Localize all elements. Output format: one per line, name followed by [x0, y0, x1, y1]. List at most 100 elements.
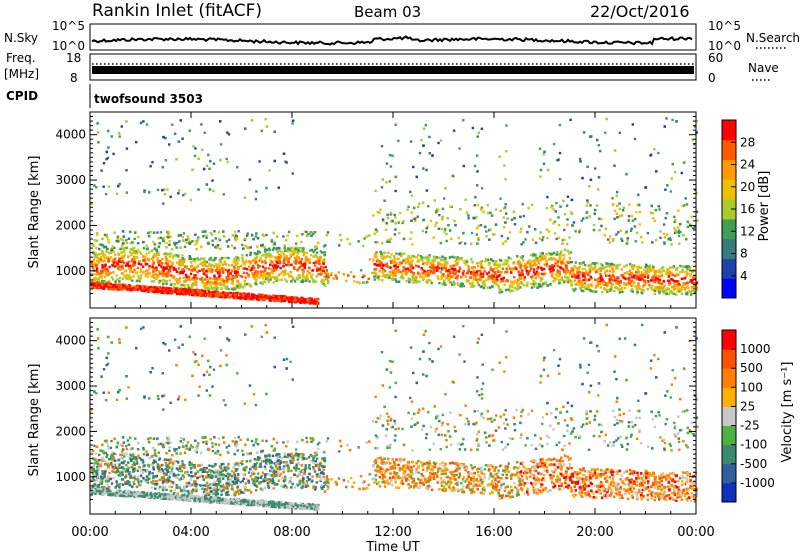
scatter-cell — [446, 217, 449, 220]
scatter-cell — [389, 165, 393, 168]
scatter-cell — [512, 282, 516, 285]
scatter-cell — [105, 233, 108, 236]
scatter-cell — [595, 284, 598, 287]
scatter-cell — [588, 185, 591, 188]
scatter-cell — [226, 245, 230, 248]
scatter-cell — [206, 265, 209, 268]
scatter-cell — [526, 260, 529, 263]
scatter-cell — [130, 276, 133, 279]
scatter-cell — [648, 266, 651, 269]
scatter-cell — [282, 255, 285, 258]
scatter-cell — [535, 258, 538, 261]
scatter-cell — [144, 263, 147, 266]
scatter-cell — [594, 278, 597, 281]
scatter-cell — [318, 262, 321, 265]
scatter-cell — [620, 288, 623, 291]
scatter-cell — [390, 273, 393, 277]
scatter-cell — [206, 278, 209, 281]
scatter-cell — [179, 119, 182, 122]
scatter-cell — [107, 129, 110, 133]
scatter-cell — [563, 238, 566, 241]
scatter-cell — [644, 186, 648, 189]
scatter-cell — [267, 280, 271, 283]
scatter-cell — [260, 129, 263, 133]
scatter-cell — [93, 184, 96, 187]
scatter-cell — [293, 256, 297, 260]
scatter-cell — [628, 203, 631, 206]
scatter-cell — [150, 257, 154, 261]
scatter-cell — [543, 257, 546, 261]
scatter-cell — [579, 262, 583, 266]
scatter-cell — [140, 263, 143, 266]
scatter-cell — [115, 239, 118, 243]
scatter-cell — [106, 256, 109, 259]
scatter-cell — [250, 233, 254, 237]
scatter-cell — [276, 265, 280, 268]
scatter-cell — [613, 149, 617, 152]
scatter-cell — [483, 284, 487, 287]
scatter-cell — [392, 261, 395, 264]
scatter-cell — [621, 239, 624, 242]
scatter-cell — [164, 159, 168, 162]
scatter-cell — [251, 272, 254, 275]
scatter-cell — [582, 217, 585, 220]
scatter-cell — [483, 270, 486, 273]
date-title: 22/Oct/2016 — [590, 2, 690, 21]
scatter-cell — [374, 255, 377, 259]
scatter-cell — [379, 208, 382, 211]
scatter-cell — [323, 245, 326, 248]
scatter-cell — [380, 266, 383, 269]
scatter-cell — [385, 222, 388, 225]
scatter-cell — [306, 274, 309, 277]
scatter-cell — [638, 275, 642, 278]
scatter-cell — [523, 265, 527, 268]
scatter-cell — [377, 278, 381, 281]
scatter-cell — [546, 264, 549, 267]
scatter-cell — [169, 235, 172, 238]
scatter-cell — [99, 243, 102, 246]
scatter-cell — [623, 265, 626, 268]
scatter-cell — [677, 229, 681, 232]
scatter-cell — [103, 233, 107, 237]
scatter-cell — [475, 270, 479, 273]
scatter-cell — [621, 209, 625, 212]
scatter-cell — [235, 262, 238, 265]
scatter-cell — [243, 284, 246, 287]
scatter-cell — [641, 241, 644, 244]
scatter-cell — [252, 297, 255, 301]
scatter-cell — [489, 211, 492, 214]
scatter-cell — [651, 285, 654, 288]
scatter-cell — [597, 188, 600, 191]
scatter-cell — [173, 241, 176, 245]
scatter-cell — [156, 251, 159, 254]
scatter-cell — [93, 256, 96, 259]
scatter-cell — [436, 264, 440, 267]
scatter-cell — [259, 272, 263, 276]
scatter-cell — [244, 244, 247, 247]
scatter-cell — [685, 238, 688, 241]
scatter-cell — [273, 256, 276, 259]
scatter-cell — [432, 236, 435, 239]
scatter-cell — [586, 165, 589, 168]
scatter-cell — [643, 275, 646, 278]
scatter-cell — [383, 256, 386, 259]
scatter-cell — [570, 198, 574, 202]
scatter-cell — [523, 284, 526, 287]
scatter-cell — [115, 274, 118, 277]
scatter-cell — [207, 242, 210, 245]
scatter-cell — [275, 261, 278, 264]
scatter-cell — [166, 188, 169, 191]
scatter-cell — [161, 272, 164, 275]
scatter-cell — [282, 152, 286, 155]
scatter-cell — [587, 273, 590, 277]
scatter-cell — [476, 135, 479, 138]
scatter-cell — [429, 272, 432, 275]
scatter-cell — [277, 256, 280, 259]
scatter-cell — [558, 123, 561, 127]
scatter-cell — [391, 259, 395, 262]
scatter-cell — [234, 271, 237, 274]
scatter-cell — [616, 276, 619, 279]
scatter-cell — [479, 263, 483, 266]
scatter-cell — [620, 214, 624, 217]
scatter-cell — [264, 117, 267, 121]
